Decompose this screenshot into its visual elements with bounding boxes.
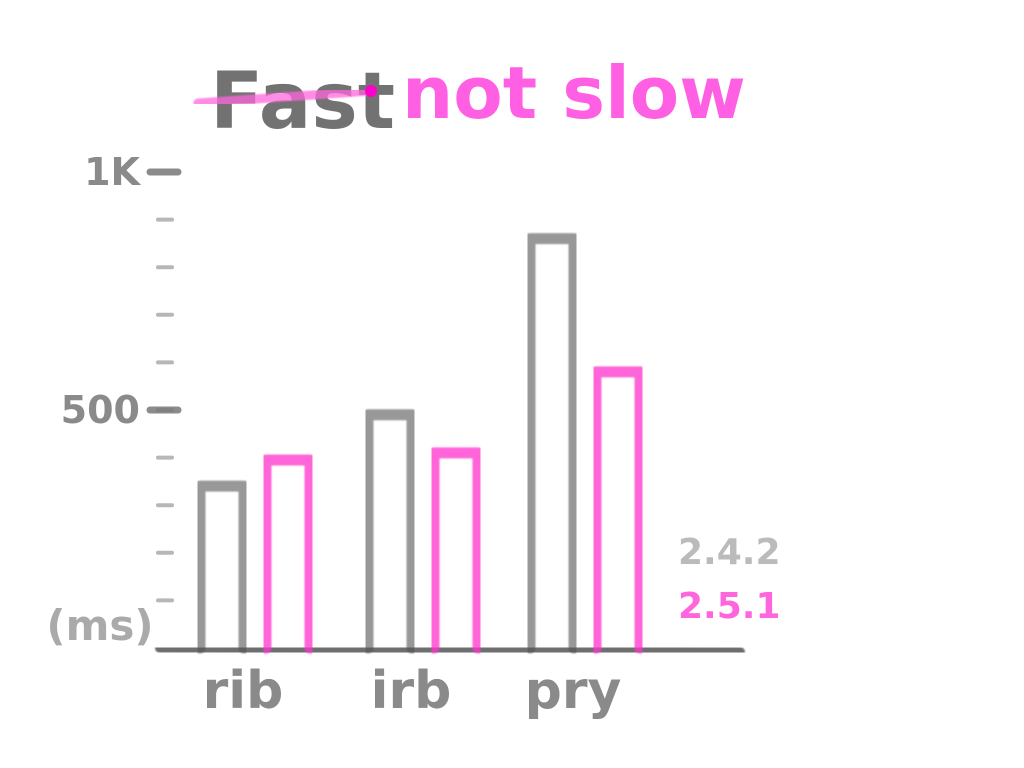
y-axis-tick-labels: 500 1K [61, 150, 142, 432]
bars [194, 233, 646, 654]
x-axis-labels: rib irb pry [203, 661, 622, 721]
legend: 2.4.2 2.5.1 [678, 532, 781, 627]
legend-entry-2-5-1: 2.5.1 [678, 586, 781, 627]
title-main: not slow [402, 51, 746, 135]
x-tick-label-rib: rib [203, 661, 284, 721]
legend-entry-2-4-2: 2.4.2 [678, 532, 781, 573]
x-tick-label-pry: pry [525, 661, 622, 721]
strike-end-dot [365, 85, 377, 97]
bar-pry-2-4-2 [524, 233, 580, 654]
bar-pry-2-5-1 [590, 366, 646, 654]
y-axis-ticks [146, 168, 182, 603]
bar-rib-2-5-1 [260, 454, 316, 654]
bar-rib-2-4-2 [194, 480, 250, 654]
bar-irb-2-5-1 [428, 447, 484, 654]
y-tick-label: 500 [61, 388, 140, 432]
strike-through-line [193, 86, 375, 108]
chart-title: Fast not slow [193, 51, 746, 147]
x-tick-label-irb: irb [371, 661, 452, 721]
y-tick-label: 1K [84, 150, 141, 194]
y-axis-label: (ms) [46, 601, 153, 650]
bar-irb-2-4-2 [362, 409, 418, 654]
